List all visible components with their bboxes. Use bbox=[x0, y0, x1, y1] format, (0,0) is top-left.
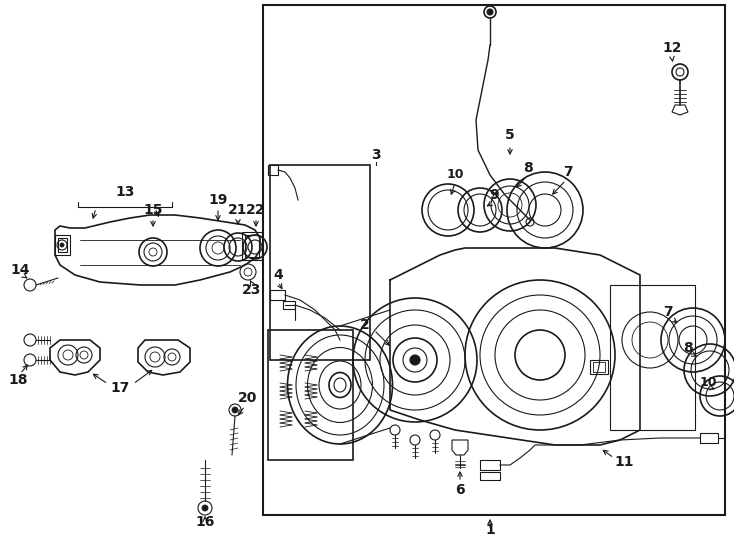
Text: 4: 4 bbox=[273, 268, 283, 282]
Text: 17: 17 bbox=[110, 381, 130, 395]
Text: 5: 5 bbox=[505, 128, 515, 142]
Ellipse shape bbox=[329, 373, 351, 397]
Text: 22: 22 bbox=[246, 203, 266, 217]
Circle shape bbox=[484, 6, 496, 18]
Text: 11: 11 bbox=[614, 455, 633, 469]
Text: 13: 13 bbox=[115, 185, 134, 199]
Bar bbox=[593, 362, 605, 372]
Text: 20: 20 bbox=[239, 391, 258, 405]
Bar bbox=[263, 5, 725, 515]
Circle shape bbox=[60, 243, 64, 247]
Text: 18: 18 bbox=[8, 373, 28, 387]
Text: 21: 21 bbox=[228, 203, 248, 217]
Text: 14: 14 bbox=[10, 263, 30, 277]
Text: 6: 6 bbox=[455, 483, 465, 497]
Text: 2: 2 bbox=[360, 318, 370, 332]
Text: 1: 1 bbox=[485, 523, 495, 537]
Bar bbox=[270, 165, 370, 360]
Text: 23: 23 bbox=[242, 283, 262, 297]
Text: 8: 8 bbox=[683, 341, 693, 355]
Text: 9: 9 bbox=[489, 188, 499, 202]
Text: 7: 7 bbox=[664, 305, 673, 319]
Circle shape bbox=[410, 355, 420, 365]
Text: 10: 10 bbox=[700, 375, 716, 388]
Text: 12: 12 bbox=[662, 41, 682, 55]
Bar bbox=[610, 285, 695, 430]
Text: 10: 10 bbox=[446, 168, 464, 181]
Text: 16: 16 bbox=[195, 515, 214, 529]
Circle shape bbox=[232, 407, 238, 413]
Text: 19: 19 bbox=[208, 193, 228, 207]
Bar bbox=[268, 330, 353, 460]
Text: 7: 7 bbox=[563, 165, 573, 179]
Text: 8: 8 bbox=[523, 161, 533, 175]
Text: 3: 3 bbox=[371, 148, 381, 162]
Text: 15: 15 bbox=[143, 203, 163, 217]
Bar bbox=[590, 360, 608, 374]
Circle shape bbox=[487, 9, 493, 15]
Circle shape bbox=[202, 505, 208, 511]
